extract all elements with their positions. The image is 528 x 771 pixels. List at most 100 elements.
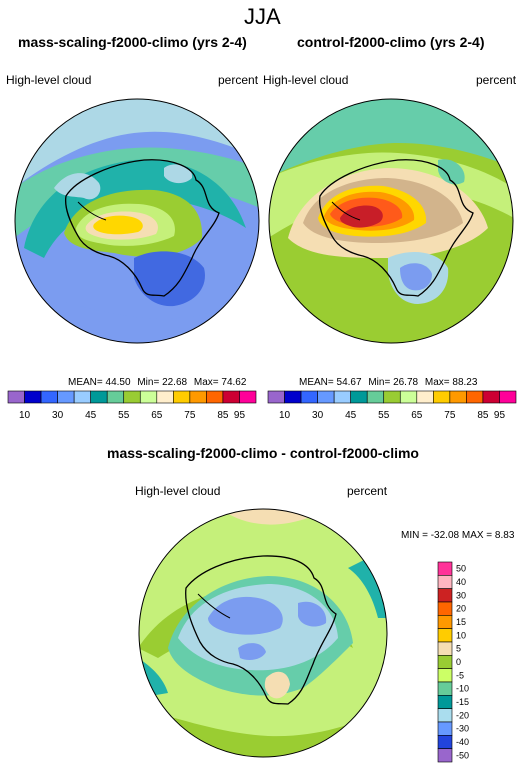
- diff-colorbar-swatch: [437, 561, 453, 576]
- panel1-units-label: percent: [218, 73, 259, 87]
- map2-peninsula-line: [331, 201, 361, 221]
- diff-colorbar-swatch: [437, 668, 453, 683]
- panel2-mean-label: MEAN=: [299, 377, 334, 388]
- diff-colorbar-tick-label: 30: [456, 590, 466, 600]
- panel1-colorbar-tick-label: 30: [52, 410, 64, 421]
- panel2-stats: MEAN= 54.67 Min= 26.78 Max= 88.23: [299, 377, 477, 388]
- panel1-colorbar-swatch: [57, 390, 75, 404]
- map3-outline: [138, 508, 388, 758]
- panel2-colorbar-tick-label: 95: [494, 410, 506, 421]
- panel1-colorbar-swatch: [106, 390, 125, 404]
- diff-colorbar-tick-label: 15: [456, 617, 466, 627]
- figure-title: JJA: [244, 4, 281, 29]
- diff-colorbar-tick-label: 50: [456, 564, 466, 574]
- panel1-max-value: 74.62: [221, 377, 247, 388]
- panel2-colorbar-swatch: [416, 390, 434, 404]
- map3-region-mid-blue-3: [238, 643, 266, 660]
- panel1-colorbar-swatch: [90, 390, 108, 404]
- panel2-colorbar-tick-label: 10: [279, 410, 291, 421]
- diff-colorbar-swatch: [437, 735, 453, 749]
- diff-colorbar-tick-label: -5: [456, 670, 464, 680]
- panel2-max-value: 88.23: [452, 377, 478, 388]
- map1-peninsula-line: [77, 201, 107, 221]
- diff-colorbar-swatch: [437, 695, 453, 709]
- panel2-units-label: percent: [476, 73, 517, 87]
- panel1-min-value: 22.68: [162, 377, 188, 388]
- panel1-colorbar-swatch: [156, 390, 174, 404]
- panel1-colorbar-tick-label: 95: [234, 410, 246, 421]
- diff-units-label: percent: [347, 484, 388, 498]
- panel1-colorbar-tick-label: 65: [151, 410, 163, 421]
- panel2-colorbar-tick-label: 30: [312, 410, 324, 421]
- map1-region-light-patch: [54, 173, 101, 200]
- diff-colorbar-swatch: [437, 748, 453, 763]
- diff-colorbar-swatch: [437, 601, 453, 616]
- panel2-colorbar: 10 30 45 55 65 75 85 95: [267, 390, 517, 421]
- panel2-title: control-f2000-climo (yrs 2-4): [297, 34, 485, 50]
- panel2-colorbar-swatch: [300, 390, 318, 404]
- diff-colorbar-tick-label: -40: [456, 737, 469, 747]
- panel1-colorbar-swatch: [123, 390, 141, 404]
- map2-antarctic-coastline: [318, 159, 474, 297]
- panel1-colorbar-swatch: [24, 390, 42, 404]
- diff-colorbar-swatch: [437, 615, 453, 629]
- panel1-colorbar-swatch: [173, 390, 191, 404]
- panel1-mean-value: 44.50: [105, 377, 131, 388]
- diff-colorbar-swatch: [437, 681, 453, 696]
- panel2-colorbar-swatch: [433, 390, 451, 404]
- panel2-colorbar-swatch: [284, 390, 302, 404]
- panel2-colorbar-tick-label: 45: [345, 410, 357, 421]
- panel2-colorbar-swatch: [383, 390, 401, 404]
- panel2-colorbar-swatch: [333, 390, 351, 404]
- diff-map: [138, 508, 388, 758]
- panel2-colorbar-tick-label: 65: [411, 410, 423, 421]
- map1-outline: [14, 98, 260, 344]
- panel2-colorbar-swatch: [267, 390, 285, 404]
- panel1-colorbar-swatch: [189, 390, 207, 404]
- panel1-colorbar-tick-label: 75: [184, 410, 196, 421]
- panel1-colorbar-swatch: [73, 390, 91, 404]
- diff-colorbar-tick-label: 10: [456, 630, 466, 640]
- map2-outline: [268, 98, 514, 344]
- diff-colorbar-tick-label: -20: [456, 710, 469, 720]
- diff-colorbar-swatch: [437, 708, 453, 723]
- diff-stats: MIN = -32.08 MAX = 8.83: [401, 530, 515, 541]
- panel1-colorbar-tick-label: 45: [85, 410, 97, 421]
- panel1-colorbar-swatch: [139, 390, 158, 404]
- diff-colorbar-tick-label: 20: [456, 604, 466, 614]
- panel1-colorbar-swatch: [7, 390, 25, 404]
- panel2-colorbar-tick-label: 55: [378, 410, 390, 421]
- panel2-colorbar-swatch: [482, 390, 500, 404]
- panel2-map: [268, 98, 514, 344]
- panel1-title: mass-scaling-f2000-climo (yrs 2-4): [18, 34, 247, 50]
- panel2-min-label: Min=: [368, 377, 391, 388]
- panel1-variable-label: High-level cloud: [6, 73, 92, 87]
- diff-colorbar-tick-label: 40: [456, 577, 466, 587]
- panel1-colorbar-swatch: [222, 390, 240, 404]
- panel2-min-value: 26.78: [393, 377, 419, 388]
- diff-colorbar-tick-label: -10: [456, 684, 469, 694]
- panel1-min-label: Min=: [137, 377, 160, 388]
- map2-region-mid-blue: [400, 263, 432, 291]
- panel1-colorbar: 10 30 45 55 65 75 85 95: [7, 390, 257, 421]
- map1-region-north: [15, 99, 259, 188]
- diff-colorbar-tick-label: 0: [456, 657, 461, 667]
- panel1-map: [14, 98, 260, 344]
- panel2-variable-label: High-level cloud: [263, 73, 349, 87]
- map1-antarctic-coastline: [64, 159, 220, 297]
- diff-colorbar-swatch: [437, 588, 453, 603]
- map3-region-mid-blue: [208, 596, 283, 635]
- map1-region-ring: [15, 147, 259, 238]
- panel2-colorbar-swatch: [466, 390, 484, 404]
- panel1-colorbar-swatch: [40, 390, 58, 404]
- diff-colorbar-tick-label: -30: [456, 724, 469, 734]
- diff-colorbar-tick-label: -50: [456, 750, 469, 760]
- map2-region-dark-red: [340, 205, 383, 228]
- panel2-colorbar-swatch: [317, 390, 335, 404]
- map3-region-mid-blue-2: [298, 601, 327, 627]
- diff-colorbar-swatch: [437, 641, 453, 656]
- panel2-colorbar-tick-label: 75: [444, 410, 456, 421]
- map2-region-teal-patch: [438, 159, 465, 185]
- diff-colorbar-tick-label: -15: [456, 697, 469, 707]
